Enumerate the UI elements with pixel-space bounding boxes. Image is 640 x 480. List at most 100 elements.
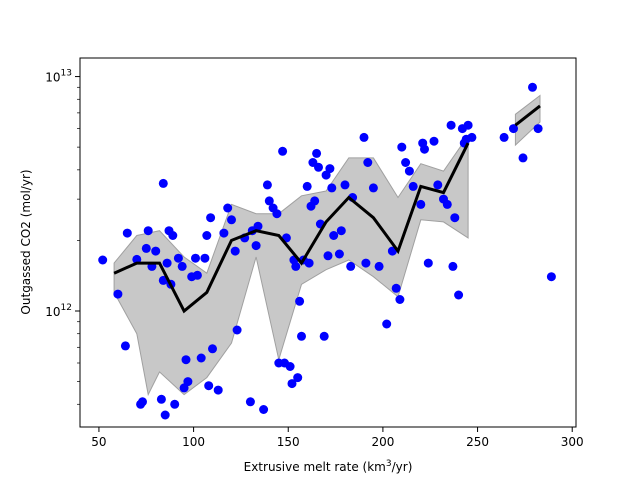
y-axis-label: Outgassed CO2 (mol/yr) <box>19 169 33 314</box>
data-point <box>467 132 477 142</box>
plot-frame <box>79 57 577 428</box>
data-point <box>181 355 191 365</box>
data-point <box>336 226 346 236</box>
data-point <box>297 331 306 341</box>
data-point <box>408 181 418 191</box>
y-tick-label: 1012 <box>45 303 72 319</box>
data-point <box>382 319 392 329</box>
confidence-band-3 <box>113 134 469 397</box>
data-point <box>334 249 344 259</box>
data-point <box>391 283 401 293</box>
data-point <box>454 290 464 300</box>
data-point <box>262 180 272 190</box>
data-point <box>314 162 323 172</box>
data-point <box>533 124 543 134</box>
data-point <box>509 124 518 134</box>
data-point <box>429 136 439 146</box>
data-point <box>302 181 312 191</box>
data-point <box>325 164 335 174</box>
data-point <box>433 180 443 190</box>
data-point <box>120 341 130 351</box>
confidence-band-layer <box>113 94 541 397</box>
data-point <box>546 272 556 282</box>
data-point <box>173 253 183 263</box>
data-point <box>416 199 426 209</box>
data-point <box>272 209 282 219</box>
data-point <box>245 397 255 407</box>
data-point <box>204 381 214 391</box>
x-tick-label: 250 <box>466 435 489 449</box>
median-line-2 <box>514 104 541 127</box>
data-point <box>359 132 369 142</box>
data-point <box>162 258 172 268</box>
data-point <box>293 373 303 383</box>
median-line-layer <box>113 104 541 314</box>
data-point <box>206 213 216 223</box>
x-tick-label: 100 <box>182 435 205 449</box>
data-point <box>98 255 108 265</box>
data-point <box>151 246 161 256</box>
data-point <box>340 180 350 190</box>
data-point <box>363 158 373 167</box>
data-point <box>499 132 509 142</box>
data-point <box>404 166 414 176</box>
y-tick-label: 1013 <box>45 69 72 85</box>
data-point <box>361 258 371 268</box>
data-point <box>122 228 132 238</box>
data-point <box>285 362 295 371</box>
data-point <box>442 199 452 209</box>
data-point <box>191 253 200 263</box>
data-point <box>200 253 210 263</box>
data-point <box>327 183 337 193</box>
data-point <box>395 295 405 304</box>
data-point <box>450 213 460 223</box>
data-point <box>177 261 187 271</box>
data-point <box>113 289 123 299</box>
data-point <box>232 325 242 335</box>
data-point <box>368 183 378 193</box>
data-point <box>401 158 411 167</box>
data-point <box>230 246 240 256</box>
data-point <box>321 170 331 180</box>
data-point <box>374 261 384 271</box>
data-point <box>329 231 339 240</box>
data-point <box>219 228 229 238</box>
data-point <box>202 231 212 240</box>
data-point <box>295 296 305 306</box>
data-point <box>291 261 301 271</box>
data-point <box>156 394 166 404</box>
data-point <box>423 258 433 268</box>
y-axis-ticks: 1012 1013 <box>45 69 80 405</box>
data-point <box>346 261 356 271</box>
data-point <box>528 82 537 92</box>
data-point <box>397 142 407 152</box>
data-point <box>518 153 528 163</box>
data-point <box>278 146 288 156</box>
data-point <box>158 178 168 188</box>
data-point <box>168 231 178 240</box>
x-tick-label: 50 <box>91 435 106 449</box>
data-point <box>463 120 473 130</box>
data-point <box>170 399 180 409</box>
data-point <box>227 215 236 225</box>
data-point <box>138 397 147 407</box>
data-point <box>446 120 456 130</box>
x-axis-label: Extrusive melt rate (km3/yr) <box>244 459 413 474</box>
data-point <box>304 258 314 268</box>
data-point <box>310 196 320 206</box>
data-point <box>448 261 458 271</box>
data-point <box>420 144 429 154</box>
data-point <box>192 270 202 280</box>
data-point <box>259 405 269 414</box>
median-line-1 <box>113 142 470 314</box>
data-point <box>264 196 274 206</box>
x-tick-label: 200 <box>371 435 394 449</box>
confidence-band-4 <box>514 94 541 147</box>
data-point <box>141 243 151 253</box>
data-point <box>323 251 333 261</box>
data-point <box>312 148 322 158</box>
data-point <box>223 203 233 213</box>
data-point <box>287 379 297 389</box>
x-tick-label: 150 <box>277 435 300 449</box>
